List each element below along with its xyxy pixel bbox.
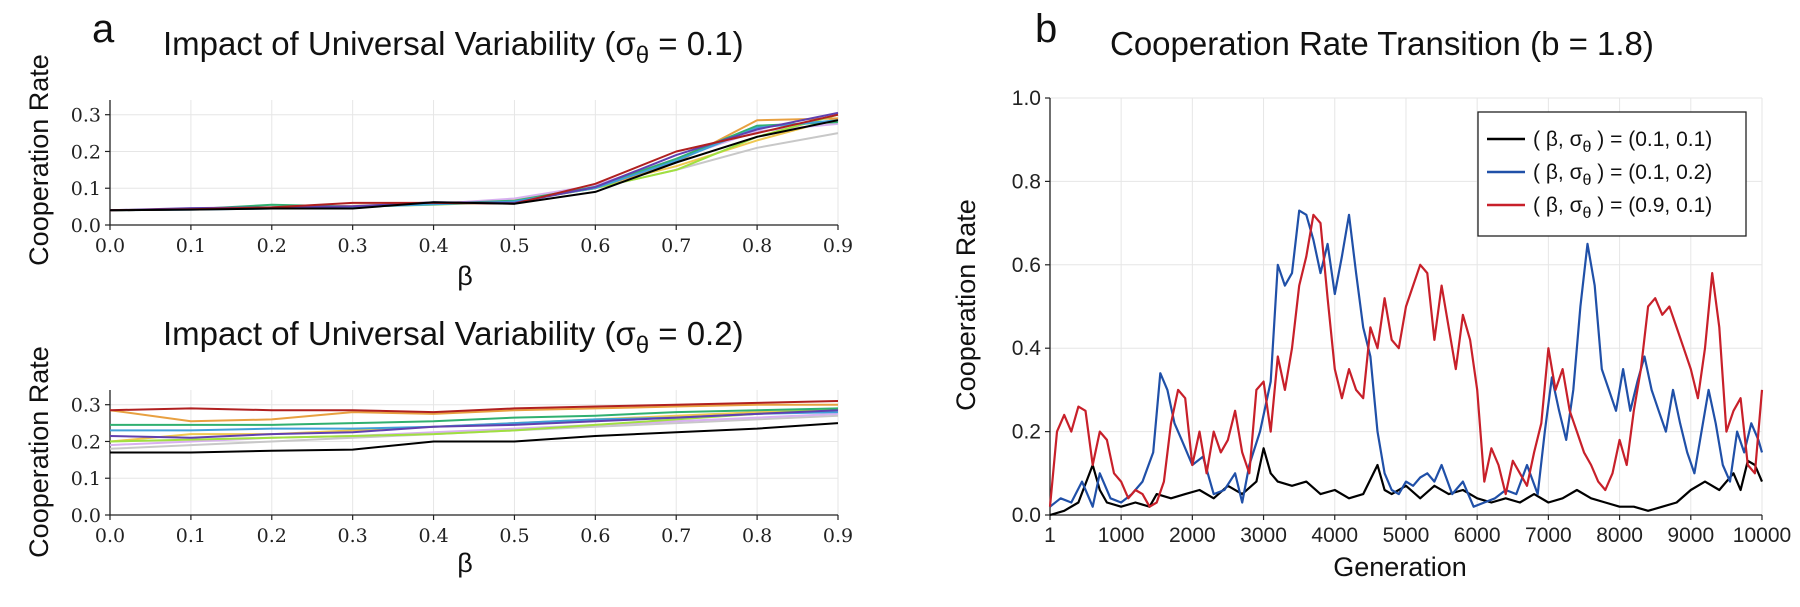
panel-letter-a: a — [92, 7, 115, 51]
panel-a-bottom-ytick-label: 0.2 — [71, 431, 101, 453]
panel-a-top-xtick-label: 0.5 — [499, 235, 529, 257]
panel-a-top-xtick-label: 0.3 — [338, 235, 368, 257]
panel-a-top-xlabel: β — [457, 261, 473, 291]
panel-a-top-ytick-label: 0.1 — [71, 178, 101, 200]
panel-b-xtick-label: 5000 — [1383, 524, 1430, 547]
panel-a-bottom-series-line-10 — [110, 422, 839, 454]
panel-a-top-series-line-1 — [109, 132, 839, 212]
panel-a-bottom-xtick-label: 0.9 — [823, 525, 853, 547]
panel-a-bottom-xlabel: β — [457, 548, 473, 578]
panel-a-bottom-xtick-label: 0.5 — [499, 525, 529, 547]
panel-b-xtick-label: 7000 — [1525, 524, 1572, 547]
panel-a-top-series-line-7 — [109, 119, 839, 212]
panel-a-bottom-series-line-8 — [109, 409, 839, 439]
panel-b-xtick-label: 9000 — [1667, 524, 1714, 547]
panel-a-bottom-xtick-label: 0.8 — [742, 525, 772, 547]
panel-a-top-xtick-label: 0.2 — [257, 235, 287, 257]
legend-label-2: ( β, σθ ) = (0.1, 0.2) — [1533, 161, 1712, 189]
panel-b-title: Cooperation Rate Transition (b = 1.8) — [1110, 25, 1654, 62]
panel-a-bottom-xtick-label: 0.2 — [257, 525, 287, 547]
panel-b-ytick-label: 0.0 — [1012, 504, 1041, 527]
panel-a-top-xtick-label: 0.6 — [580, 235, 610, 257]
panel-b-series-line-3 — [1048, 213, 1764, 508]
panel-b-xtick-label: 3000 — [1240, 524, 1287, 547]
panel-a-top-ytick-label: 0.3 — [71, 105, 101, 127]
panel-b-ytick-label: 0.8 — [1012, 170, 1041, 193]
panel-a-bottom-xtick-label: 0.7 — [661, 525, 691, 547]
panel-a-top-axes — [109, 100, 838, 226]
panel-b-ylabel: Cooperation Rate — [951, 199, 981, 411]
panel-a-top-series-line-5 — [109, 113, 839, 212]
panel-a-bottom-series-line-3 — [109, 403, 838, 423]
panel-b-xtick-label: 8000 — [1596, 524, 1643, 547]
panel-b-ytick-label: 0.2 — [1012, 421, 1041, 444]
panel-a-top-series-line-8 — [109, 111, 839, 212]
panel-a-top-series-line-10 — [109, 119, 839, 212]
panel-a-bottom-title: Impact of Universal Variability (σθ = 0.… — [163, 315, 744, 359]
panel-a-top-ylabel: Cooperation Rate — [24, 54, 54, 266]
panel-b-xtick-label: 4000 — [1311, 524, 1358, 547]
panel-a-bottom-xtick-label: 0.1 — [176, 525, 206, 547]
panel-b-xtick-label: 1000 — [1098, 524, 1145, 547]
panel-b-legend: ( β, σθ ) = (0.1, 0.1) ( β, σθ ) = (0.1,… — [1477, 111, 1747, 237]
panel-a-bottom-ytick-label: 0.3 — [71, 395, 101, 417]
panel-a-bottom-ylabel: Cooperation Rate — [24, 346, 54, 558]
panel-b-xtick-label: 6000 — [1454, 524, 1501, 547]
legend-label-1: ( β, σθ ) = (0.1, 0.1) — [1533, 128, 1712, 156]
panel-a-top-xtick-label: 0.8 — [742, 235, 772, 257]
panel-b-xlabel: Generation — [1333, 552, 1467, 582]
panel-a-top-title: Impact of Universal Variability (σθ = 0.… — [163, 25, 744, 69]
legend-label-3: ( β, σθ ) = (0.9, 0.1) — [1533, 194, 1712, 222]
panel-a-top-xtick-label: 0.4 — [418, 235, 448, 257]
panel-a-bottom-xtick-label: 0.4 — [418, 525, 448, 547]
panel-b-plot: 1 1000 2000 3000 4000 5000 6000 7000 8000 9000 100… — [1012, 87, 1791, 547]
panel-a-bottom-series-line-6 — [110, 407, 839, 426]
panel-b-xtick-label: 10000 — [1733, 524, 1791, 547]
panel-a-top-plot: 0.0 0.1 0.2 0.3 0.4 0.5 0.6 0.7 0.8 0.9 0.0 0.1 0.2 0… — [71, 100, 853, 257]
panel-a-top-xtick-label: 0.0 — [95, 235, 125, 257]
panel-a-bottom-xtick-label: 0.0 — [95, 525, 125, 547]
panel-b-ytick-label: 1.0 — [1012, 87, 1041, 110]
panel-a-top-series-line-2 — [109, 117, 839, 212]
legend-box — [1477, 111, 1747, 237]
panel-b-ytick-label: 0.6 — [1012, 254, 1041, 277]
panel-a-top-series-line-9 — [109, 113, 839, 212]
panel-a-bottom-series-line-9 — [109, 400, 839, 414]
panel-letter-b: b — [1035, 7, 1057, 51]
panel-a-top-ytick-label: 0.2 — [71, 141, 101, 163]
panel-a-bottom-ytick-label: 0.0 — [71, 505, 101, 527]
panel-b-series-line-2 — [1049, 209, 1764, 508]
panel-a-bottom-xtick-label: 0.3 — [338, 525, 368, 547]
panel-a-top-ytick-label: 0.0 — [71, 215, 101, 237]
panel-b-series-line-1 — [1049, 447, 1764, 517]
panel-a-bottom-plot: 0.0 0.1 0.2 0.3 0.4 0.5 0.6 0.7 0.8 0.9 0.0 0.1 0.2 0… — [71, 390, 853, 547]
panel-a-top-xtick-label: 0.1 — [176, 235, 206, 257]
panel-b-xtick-label: 2000 — [1169, 524, 1216, 547]
panel-a-bottom-ytick-label: 0.1 — [71, 468, 101, 490]
panel-a-bottom-xtick-label: 0.6 — [580, 525, 610, 547]
panel-b-ytick-label: 0.4 — [1012, 337, 1042, 360]
panel-a-top-series-line-3 — [109, 117, 839, 212]
panel-a-top-xtick-label: 0.9 — [823, 235, 853, 257]
panel-a-top-xtick-label: 0.7 — [661, 235, 691, 257]
panel-b-xtick-label: 1 — [1044, 524, 1056, 547]
